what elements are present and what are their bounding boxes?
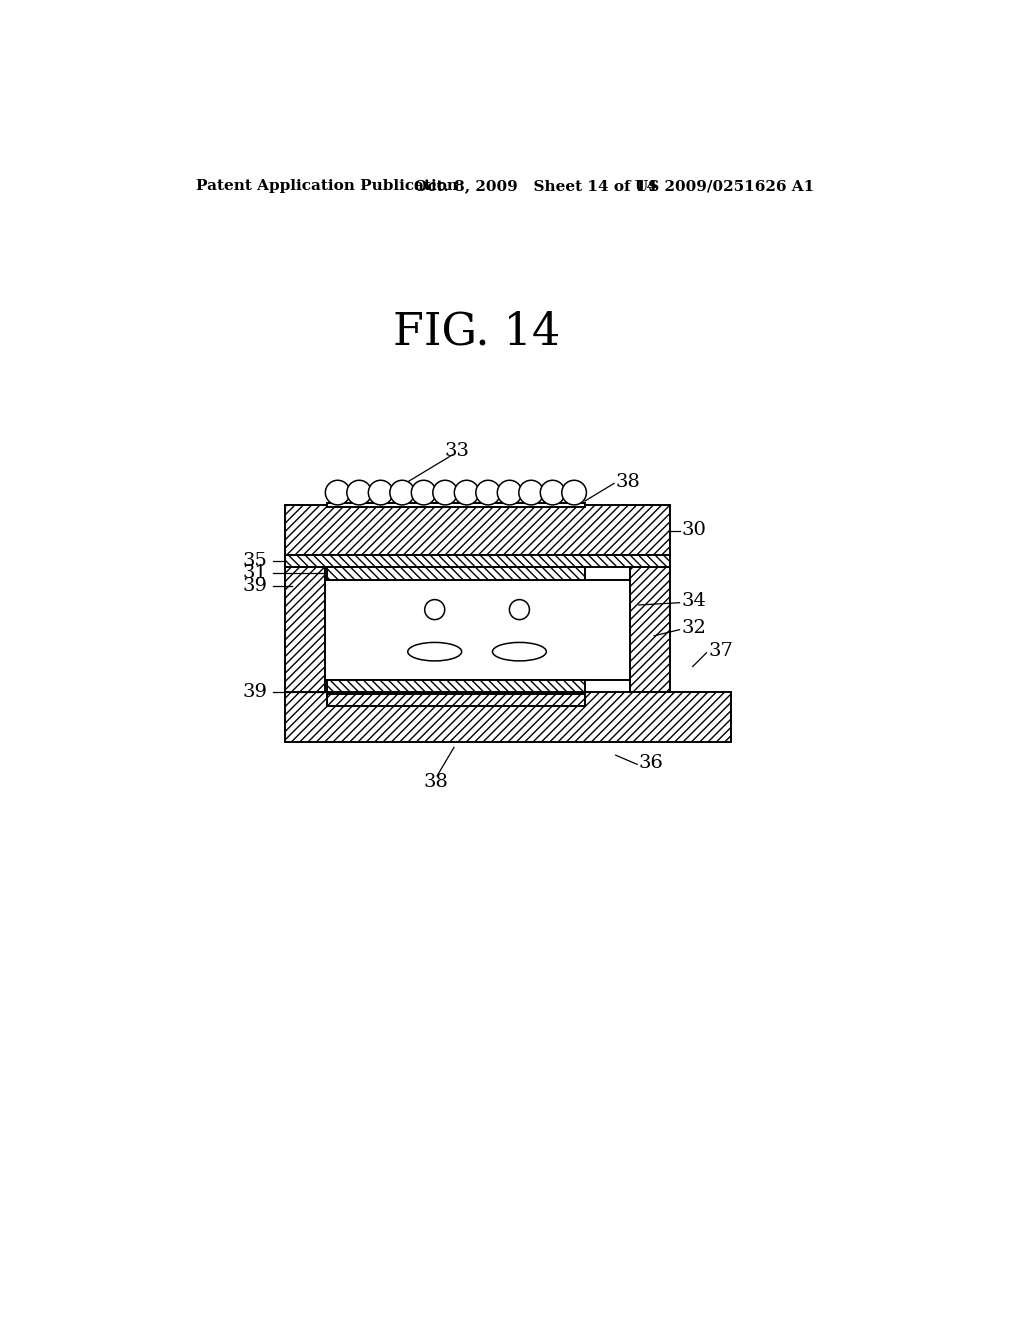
Text: 36: 36 xyxy=(639,754,664,772)
Bar xyxy=(325,579,630,680)
Text: 35: 35 xyxy=(243,552,267,570)
Circle shape xyxy=(509,599,529,619)
Text: 33: 33 xyxy=(444,442,470,459)
Bar xyxy=(285,568,325,692)
Text: 38: 38 xyxy=(615,473,641,491)
Bar xyxy=(630,568,670,692)
Bar xyxy=(285,506,670,554)
Circle shape xyxy=(347,480,372,506)
Circle shape xyxy=(326,480,350,506)
Bar xyxy=(327,680,585,692)
Circle shape xyxy=(425,599,444,619)
Bar xyxy=(327,503,585,507)
Circle shape xyxy=(390,480,415,506)
Text: 39: 39 xyxy=(243,682,267,701)
Circle shape xyxy=(498,480,522,506)
Text: Patent Application Publication: Patent Application Publication xyxy=(196,180,458,193)
Text: 32: 32 xyxy=(681,619,706,638)
Text: 37: 37 xyxy=(708,643,733,660)
Circle shape xyxy=(519,480,544,506)
Ellipse shape xyxy=(493,643,547,661)
Bar xyxy=(327,693,585,706)
Bar xyxy=(327,568,585,579)
Circle shape xyxy=(433,480,458,506)
Text: 39: 39 xyxy=(243,577,267,595)
Bar xyxy=(285,568,325,692)
Text: 30: 30 xyxy=(681,520,706,539)
Text: 38: 38 xyxy=(423,774,449,791)
Bar xyxy=(285,692,731,742)
Bar xyxy=(327,568,585,579)
Bar xyxy=(285,554,670,568)
Bar xyxy=(285,692,731,742)
Circle shape xyxy=(541,480,565,506)
Text: FIG. 14: FIG. 14 xyxy=(393,310,561,354)
Ellipse shape xyxy=(408,643,462,661)
Bar xyxy=(327,680,585,692)
Circle shape xyxy=(562,480,587,506)
Bar xyxy=(630,568,670,692)
Circle shape xyxy=(476,480,501,506)
Text: Oct. 8, 2009   Sheet 14 of 14: Oct. 8, 2009 Sheet 14 of 14 xyxy=(414,180,657,193)
Bar xyxy=(285,554,670,568)
Bar xyxy=(327,693,585,706)
Circle shape xyxy=(369,480,393,506)
Text: 34: 34 xyxy=(681,593,706,610)
Text: 31: 31 xyxy=(243,565,267,582)
Text: US 2009/0251626 A1: US 2009/0251626 A1 xyxy=(635,180,814,193)
Circle shape xyxy=(455,480,479,506)
Circle shape xyxy=(412,480,436,506)
Bar xyxy=(285,506,670,554)
